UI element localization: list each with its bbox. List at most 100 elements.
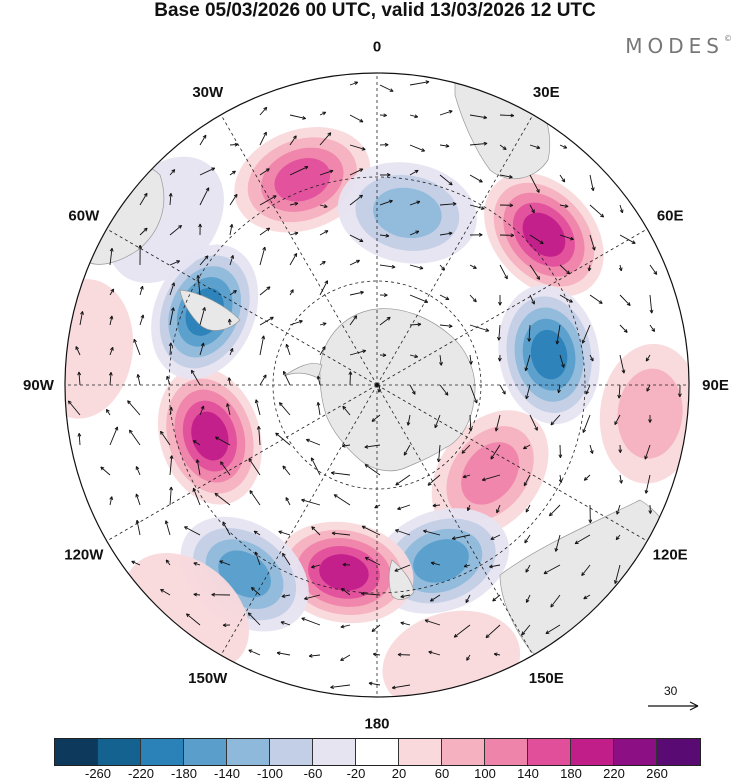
wind-vector (259, 106, 268, 116)
wind-vector (424, 619, 441, 626)
colorbar-segment (442, 739, 485, 765)
wind-vector (615, 534, 621, 541)
wind-vector (493, 652, 501, 657)
colorbar-tick-label: 260 (646, 766, 668, 781)
wind-vector (77, 371, 82, 386)
wind-vector (199, 167, 216, 176)
wind-vector (160, 588, 171, 596)
wind-vector (276, 651, 291, 656)
wind-vector (524, 534, 531, 544)
wind-vector (371, 624, 381, 632)
wind-vector (282, 552, 291, 566)
wind-vector (247, 612, 261, 626)
wind-vector (379, 316, 391, 326)
wind-vector (301, 617, 321, 626)
map-border (64, 72, 690, 698)
wind-vector (644, 474, 651, 494)
anomaly-field (65, 127, 689, 697)
colorbar-segment (98, 739, 141, 765)
wind-vector (397, 652, 411, 657)
colorbar-segment (313, 739, 356, 765)
wind-vector (136, 374, 141, 386)
longitude-label: 120E (653, 546, 688, 563)
meridian-line (376, 228, 648, 386)
colorbar-segment (614, 739, 657, 765)
wind-vector (453, 624, 471, 638)
anomaly-5 (431, 410, 549, 537)
longitude-label: 30E (533, 84, 560, 101)
meridian-line (376, 384, 534, 656)
wind-vector (214, 492, 231, 506)
wind-vector (169, 455, 174, 476)
wind-vector (222, 521, 231, 536)
colorbar-tick-label: -60 (303, 766, 323, 781)
colorbar-segment (571, 739, 614, 765)
wind-vector (499, 174, 513, 179)
wind-vector (469, 141, 488, 146)
wind-vector (229, 170, 236, 176)
wind-vector (559, 174, 566, 183)
wind-vector (529, 414, 538, 431)
wind-vector (278, 402, 291, 416)
anomaly-9 (157, 367, 262, 505)
colorbar-segment (55, 739, 98, 765)
wind-vector (368, 681, 381, 686)
wind-vector (391, 684, 411, 690)
wind-vector (304, 594, 321, 601)
wind-vector (229, 193, 238, 206)
wind-vector (196, 275, 201, 296)
wind-vector (589, 174, 595, 192)
wind-vector (169, 224, 183, 236)
wind-vector (409, 264, 424, 270)
longitude-label: 30W (192, 84, 224, 101)
wind-vector (109, 315, 114, 326)
colorbar-segment (356, 739, 399, 765)
wind-vector (259, 131, 267, 146)
meridian-line (220, 384, 378, 656)
wind-vector (330, 684, 351, 689)
wind-vector (469, 294, 477, 303)
wind-vector (617, 384, 622, 399)
wind-vector (330, 471, 351, 476)
wind-vector (379, 84, 394, 92)
wind-vector (409, 230, 420, 236)
colorbar-tick-label: -260 (84, 766, 112, 781)
wind-vector (525, 594, 531, 603)
wind-vector (319, 132, 332, 146)
wind-vector (397, 504, 411, 511)
wind-vector (648, 414, 652, 423)
wind-vector (248, 458, 261, 476)
wind-vector (361, 525, 381, 536)
meridian-line (220, 114, 378, 386)
wind-vector (614, 564, 621, 584)
wind-vector (79, 311, 84, 326)
colorbar (54, 738, 701, 766)
colorbar-segment (399, 739, 442, 765)
wind-vector (109, 496, 114, 506)
wind-vector (211, 592, 231, 597)
wind-vector (550, 414, 561, 426)
wind-vector (77, 433, 82, 446)
wind-vector (253, 530, 261, 536)
reference-arrow (648, 701, 699, 711)
wind-vector (529, 234, 544, 245)
wind-vector (248, 649, 261, 656)
longitude-label: 90W (23, 377, 55, 394)
wind-vector (409, 354, 419, 359)
wind-vector (168, 342, 173, 356)
wind-vector (529, 144, 541, 150)
wind-vector (199, 405, 205, 416)
wind-vector (619, 234, 636, 244)
wind-vector (193, 592, 201, 597)
wind-vector (280, 621, 291, 626)
wind-vector (499, 203, 514, 208)
colorbar-segment (485, 739, 528, 765)
anomaly-0 (234, 127, 371, 233)
wind-vector (645, 354, 651, 362)
colorbar-tick-label: -220 (127, 766, 155, 781)
wind-vector (499, 113, 515, 118)
wind-vector (559, 354, 565, 368)
wind-vector (100, 466, 111, 476)
wind-vector (192, 487, 201, 506)
wind-vector (619, 204, 624, 214)
